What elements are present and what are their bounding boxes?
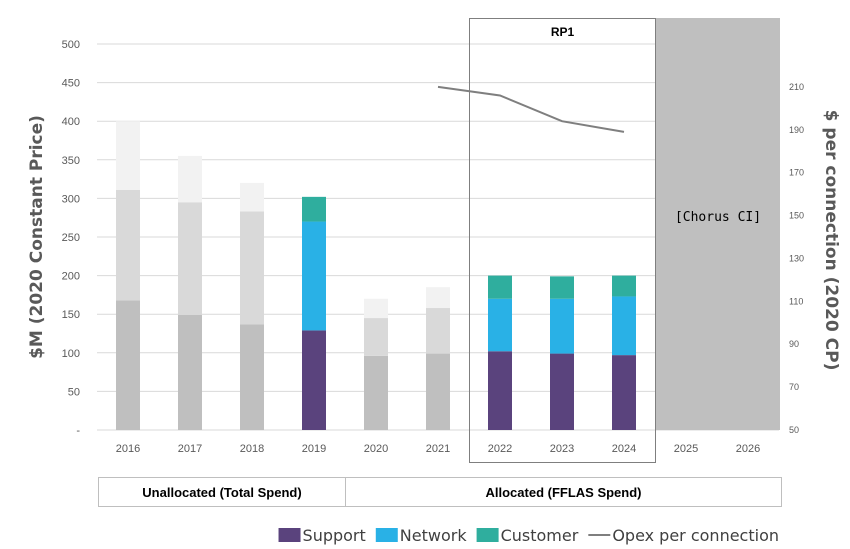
legend-swatch-network — [375, 528, 398, 542]
stacked-bars — [116, 121, 636, 430]
bar-support-segment — [612, 355, 636, 430]
bar-customer-segment — [612, 275, 636, 297]
y-left-tick-label: 200 — [62, 271, 80, 283]
y-right-tick-label: 130 — [789, 253, 804, 263]
legend-swatch-customer — [476, 528, 499, 542]
bar-unallocated-segment — [426, 308, 450, 354]
x-tick-label: 2024 — [612, 443, 636, 455]
group-table-border — [98, 477, 782, 507]
x-tick-label: 2026 — [736, 443, 760, 455]
bar-unallocated-segment — [240, 211, 264, 325]
x-tick-label: 2021 — [426, 443, 450, 455]
bar-unallocated-segment — [178, 155, 202, 203]
legend-label-opex-per-connection: Opex per connection — [612, 526, 779, 545]
x-tick-label: 2016 — [116, 443, 140, 455]
bar-customer-segment — [302, 196, 326, 222]
group-label-allocated: Allocated (FFLAS Spend) — [486, 485, 642, 500]
y-left-tick-label: 450 — [62, 78, 80, 90]
bar-unallocated-segment — [364, 318, 388, 356]
bar-unallocated-segment — [426, 287, 450, 309]
y-right-tick-label: 190 — [789, 125, 804, 135]
rp1-box: RP1 — [469, 18, 656, 463]
y-right-tick-label: 210 — [789, 82, 804, 92]
x-tick-label: 2020 — [364, 443, 388, 455]
x-tick-label: 2023 — [550, 443, 574, 455]
y-left-axis-title: $M (2020 Constant Price) — [27, 115, 47, 359]
y-right-tick-label: 110 — [789, 296, 803, 306]
bar-network-segment — [550, 298, 574, 354]
y-right-tick-label: 70 — [789, 382, 799, 392]
bar-unallocated-segment — [178, 202, 202, 315]
y-left-tick-label: 150 — [62, 309, 80, 321]
bar-unallocated-segment — [426, 353, 450, 430]
bar-network-segment — [302, 221, 326, 331]
bar-customer-segment — [488, 275, 512, 299]
group-label-table: Unallocated (Total Spend) Allocated (FFLA… — [98, 477, 782, 507]
x-tick-label: 2017 — [178, 443, 202, 455]
legend-swatch-support — [278, 528, 301, 542]
y-left-tick-label: 250 — [62, 232, 80, 244]
bar-support-segment — [550, 353, 574, 430]
y-right-axis-title: $ per connection (2020 CP) — [821, 110, 841, 371]
legend: Support Network Customer Opex per connectio… — [278, 526, 779, 545]
bar-customer-segment — [550, 276, 574, 299]
bar-unallocated-segment — [116, 300, 140, 430]
chorus-ci-shaded-region: [Chorus CI] — [656, 18, 780, 430]
y-right-tick-label: 150 — [789, 211, 804, 221]
x-tick-label: 2018 — [240, 443, 264, 455]
rp1-box-border — [469, 18, 656, 463]
legend-label-support: Support — [303, 526, 366, 545]
y-right-tick-label: 50 — [789, 425, 799, 435]
rp1-label: RP1 — [551, 25, 575, 39]
bar-network-segment — [488, 298, 512, 352]
y-left-tick-label: 100 — [62, 348, 80, 360]
y-left-tick-label: - — [76, 425, 80, 437]
legend-label-network: Network — [400, 526, 468, 545]
y-left-tick-label: 350 — [62, 155, 80, 167]
group-label-unallocated: Unallocated (Total Spend) — [142, 485, 301, 500]
bar-unallocated-segment — [240, 324, 264, 430]
y-left-tick-label: 50 — [68, 386, 80, 398]
bar-support-segment — [302, 330, 326, 430]
chorus-ci-shade — [656, 18, 780, 430]
opex-per-connection-line — [437, 85, 625, 133]
legend-label-customer: Customer — [501, 526, 579, 545]
bar-unallocated-segment — [364, 355, 388, 430]
bar-unallocated-segment — [364, 298, 388, 319]
y-right-tick-label: 170 — [789, 168, 804, 178]
chorus-ci-label: [Chorus CI] — [675, 210, 761, 225]
bar-unallocated-segment — [116, 121, 140, 190]
y-right-tick-label: 90 — [789, 339, 799, 349]
bar-unallocated-segment — [240, 182, 264, 212]
bar-unallocated-segment — [116, 189, 140, 301]
axes: - 50 100 150 200 250 300 350 400 450 500 50 70 90 110 1… — [27, 39, 841, 455]
bar-network-segment — [612, 296, 636, 356]
bar-unallocated-segment — [178, 314, 202, 430]
x-tick-label: 2019 — [302, 443, 326, 455]
opex-per-connection-polyline — [437, 85, 625, 133]
bar-support-segment — [488, 351, 512, 430]
x-tick-label: 2022 — [488, 443, 512, 455]
x-tick-label: 2025 — [674, 443, 698, 455]
y-left-tick-label: 300 — [62, 193, 80, 205]
y-left-tick-label: 500 — [62, 39, 80, 51]
y-left-tick-label: 400 — [62, 116, 80, 128]
